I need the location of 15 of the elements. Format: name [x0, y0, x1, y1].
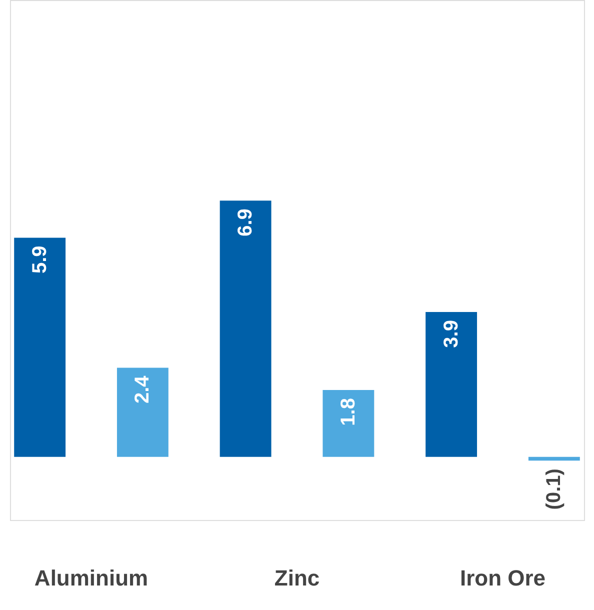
x-tick-label: Iron Ore [460, 566, 546, 590]
bar [528, 456, 580, 461]
data-label: 3.9 [440, 320, 462, 348]
data-label: 2.4 [132, 374, 154, 404]
bar [14, 238, 66, 457]
data-label: 6.9 [234, 208, 257, 236]
bar [322, 390, 374, 457]
bar [220, 200, 272, 457]
x-tick-label: Zinc [274, 566, 320, 590]
x-tick-label: Aluminium [34, 566, 148, 590]
bar [116, 368, 168, 457]
data-label: 5.9 [28, 246, 51, 274]
data-label: (0.1) [543, 468, 566, 510]
bar [426, 312, 478, 457]
data-label: 1.8 [337, 398, 360, 426]
